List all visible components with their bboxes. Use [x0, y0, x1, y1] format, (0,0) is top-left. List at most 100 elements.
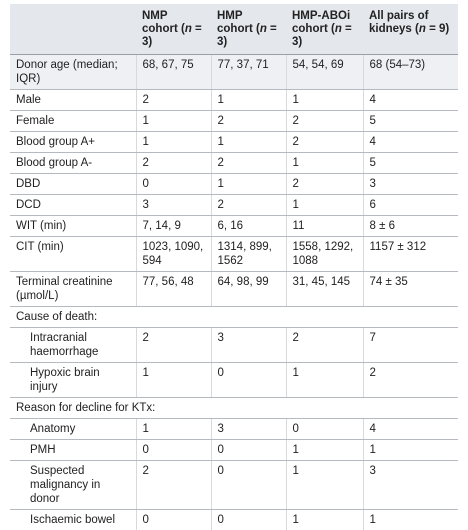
section-label: Cause of death:: [10, 306, 458, 328]
cell: 1: [285, 152, 363, 174]
row-label: WIT (min): [10, 215, 136, 237]
header-text: NMP cohort (: [142, 10, 185, 35]
table-body: Donor age (median; IQR) 68, 67, 75 77, 37,…: [10, 54, 458, 530]
cell: 2: [285, 131, 363, 153]
table-row: Female 1 2 2 5: [10, 110, 458, 132]
cell: 0: [135, 509, 211, 530]
cell: 2: [135, 152, 211, 174]
cell: 5: [362, 152, 458, 174]
cell: 2: [135, 89, 211, 111]
row-label: Anatomy: [10, 418, 136, 440]
table-row: PMH 0 0 1 1: [10, 439, 458, 461]
table-row: Suspected malignancy in donor 2 0 1 3: [10, 460, 458, 510]
row-label: DBD: [10, 173, 136, 195]
cell: 0: [135, 173, 211, 195]
cell: 64, 98, 99: [210, 271, 286, 307]
cell: 3: [210, 418, 286, 440]
cell: 1: [135, 131, 211, 153]
row-label: Hypoxic brain injury: [10, 362, 136, 398]
header-text: All pairs of kidneys (: [369, 10, 429, 35]
data-table: NMP cohort (n = 3) HMP cohort (n = 3) HMP-…: [10, 4, 458, 530]
table-row: Ischaemic bowel 0 0 1 1: [10, 509, 458, 530]
cell: 68 (54–73): [362, 54, 458, 90]
cell: 1023, 1090, 594: [135, 236, 211, 272]
cell: 1: [210, 173, 286, 195]
cell: 11: [285, 215, 363, 237]
cell: 1: [135, 110, 211, 132]
page: NMP cohort (n = 3) HMP cohort (n = 3) HMP-…: [0, 4, 468, 530]
cell: 31, 45, 145: [285, 271, 363, 307]
cell: 0: [210, 362, 286, 398]
table-row: Donor age (median; IQR) 68, 67, 75 77, 37,…: [10, 54, 458, 90]
cell: 1: [362, 509, 458, 530]
row-label: PMH: [10, 439, 136, 461]
cell: 2: [135, 460, 211, 510]
row-label: DCD: [10, 194, 136, 216]
cell: 2: [285, 110, 363, 132]
cell: 1157 ± 312: [362, 236, 458, 272]
cell: 7, 14, 9: [135, 215, 211, 237]
header-cell: HMP-ABOi cohort (n = 3): [286, 4, 363, 55]
table-row: DBD 0 1 2 3: [10, 173, 458, 195]
cell: 2: [210, 110, 286, 132]
table-row: CIT (min) 1023, 1090, 594 1314, 899, 1562 1…: [10, 236, 458, 272]
cell: 1: [285, 439, 363, 461]
cell: 1: [210, 89, 286, 111]
header-text: n: [418, 23, 426, 35]
cell: 3: [135, 194, 211, 216]
table-row: Intracranial haemorrhage 2 3 2 7: [10, 327, 458, 363]
cell: 8 ± 6: [362, 215, 458, 237]
cell: 1: [285, 509, 363, 530]
header-text: = 3): [142, 23, 202, 48]
cell: 5: [362, 110, 458, 132]
table-row: Male 2 1 1 4: [10, 89, 458, 111]
row-label: Donor age (median; IQR): [10, 54, 136, 90]
header-cell: [10, 4, 136, 55]
cell: 77, 56, 48: [135, 271, 211, 307]
cell: 0: [135, 439, 211, 461]
header-text: = 3): [217, 23, 277, 48]
table-row: WIT (min) 7, 14, 9 6, 16 11 8 ± 6: [10, 215, 458, 237]
cell: 1: [285, 89, 363, 111]
cell: 2: [210, 194, 286, 216]
section-row: Cause of death:: [10, 306, 458, 328]
cell: 1: [135, 418, 211, 440]
cell: 3: [362, 173, 458, 195]
cell: 1: [362, 439, 458, 461]
table-row: Anatomy 1 3 0 4: [10, 418, 458, 440]
row-label: Blood group A+: [10, 131, 136, 153]
table-row: Terminal creatinine (µmol/L) 77, 56, 48 64…: [10, 271, 458, 307]
cell: 3: [362, 460, 458, 510]
row-label: Blood group A-: [10, 152, 136, 174]
cell: 2: [362, 362, 458, 398]
header-cell: All pairs of kidneys (n = 9): [363, 4, 458, 55]
row-label: Male: [10, 89, 136, 111]
header-text: = 9): [425, 23, 450, 35]
cell: 7: [362, 327, 458, 363]
cell: 0: [210, 460, 286, 510]
cell: 4: [362, 131, 458, 153]
cell: 3: [210, 327, 286, 363]
header-text: HMP cohort (: [217, 10, 260, 35]
cell: 77, 37, 71: [210, 54, 286, 90]
cell: 1: [285, 460, 363, 510]
cell: 1314, 899, 1562: [210, 236, 286, 272]
header-cell: NMP cohort (n = 3): [136, 4, 211, 55]
row-label: Ischaemic bowel: [10, 509, 136, 530]
table-row: DCD 3 2 1 6: [10, 194, 458, 216]
cell: 54, 54, 69: [285, 54, 363, 90]
row-label: Suspected malignancy in donor: [10, 460, 136, 510]
row-label: Female: [10, 110, 136, 132]
table-row: Blood group A- 2 2 1 5: [10, 152, 458, 174]
section-row: Reason for decline for KTx:: [10, 397, 458, 419]
header-row: NMP cohort (n = 3) HMP cohort (n = 3) HMP-…: [10, 4, 458, 55]
cell: 0: [210, 439, 286, 461]
header-text: n: [259, 23, 267, 35]
cell: 0: [285, 418, 363, 440]
header-text: n: [334, 23, 342, 35]
row-label: Intracranial haemorrhage: [10, 327, 136, 363]
cell: 74 ± 35: [362, 271, 458, 307]
cell: 0: [210, 509, 286, 530]
cell: 4: [362, 89, 458, 111]
cell: 1: [210, 131, 286, 153]
